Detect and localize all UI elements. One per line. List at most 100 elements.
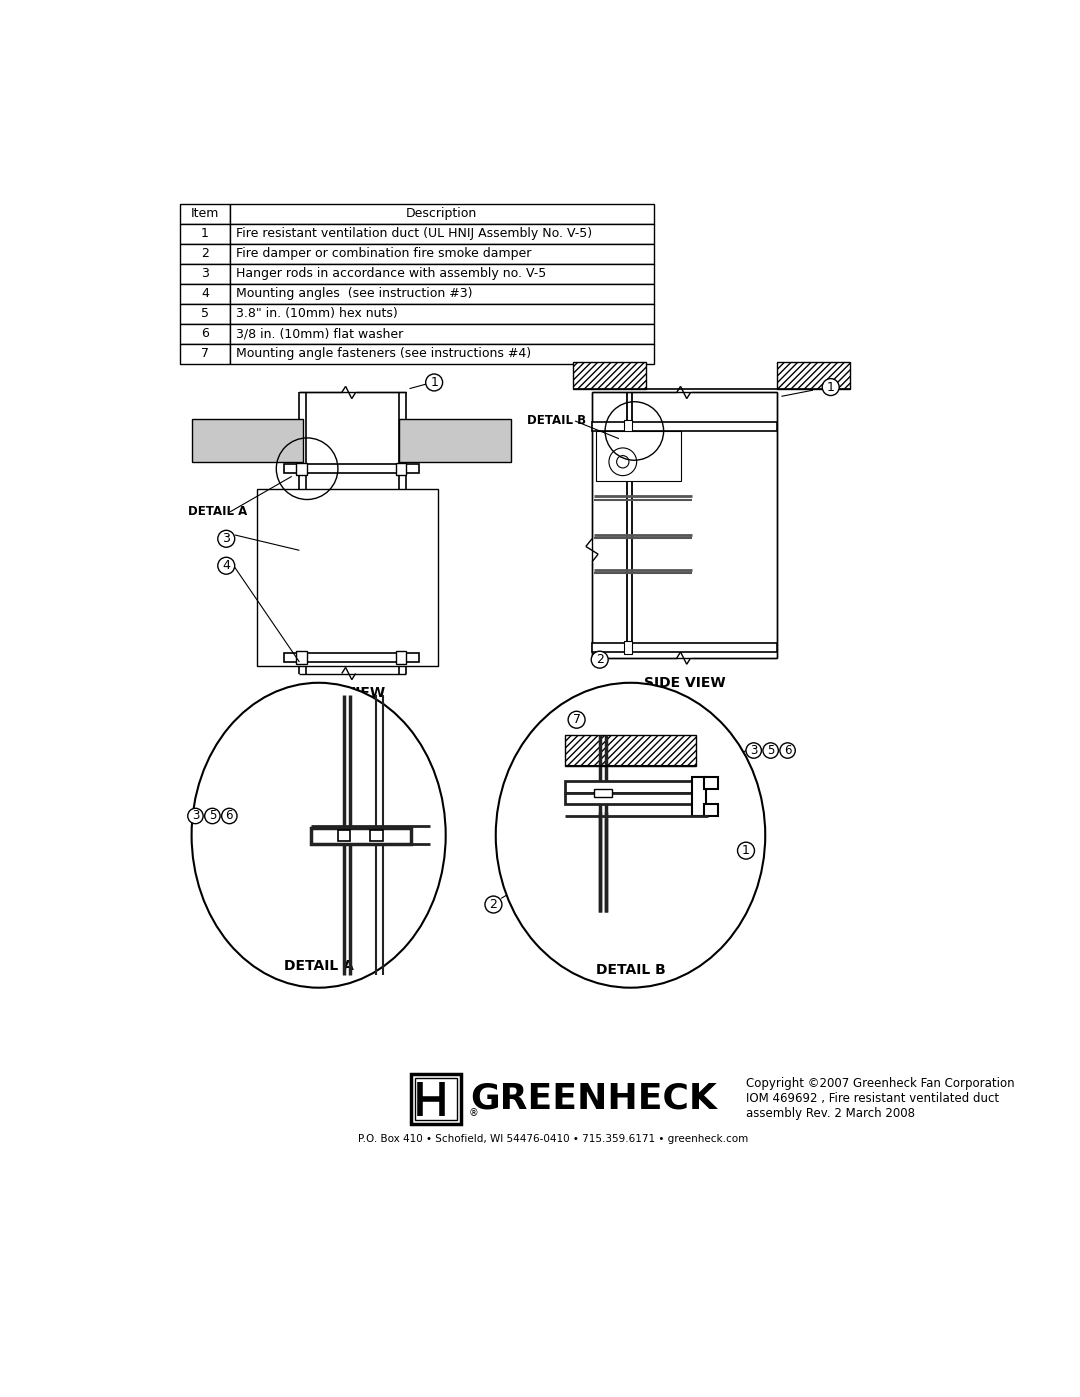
- Circle shape: [485, 895, 502, 914]
- Bar: [284, 464, 419, 474]
- Text: END VIEW: END VIEW: [307, 686, 384, 700]
- Bar: [230, 324, 653, 344]
- Text: 3/8 in. (10mm) flat washer: 3/8 in. (10mm) flat washer: [237, 327, 404, 341]
- Text: ®: ®: [469, 1108, 478, 1118]
- Circle shape: [591, 651, 608, 668]
- Text: DETAIL A: DETAIL A: [188, 506, 247, 518]
- Text: 1: 1: [430, 376, 438, 388]
- Bar: [230, 204, 653, 224]
- Text: 6: 6: [784, 745, 792, 757]
- Circle shape: [218, 557, 234, 574]
- Bar: [180, 204, 230, 224]
- Bar: [296, 651, 307, 664]
- Text: Hanger rods in accordance with assembly no. V-5: Hanger rods in accordance with assembly …: [237, 267, 546, 281]
- Text: 3: 3: [192, 809, 199, 823]
- Text: DETAIL A: DETAIL A: [284, 960, 353, 974]
- Bar: [230, 244, 653, 264]
- Bar: [572, 362, 646, 388]
- Text: Fire damper or combination fire smoke damper: Fire damper or combination fire smoke da…: [237, 247, 531, 260]
- Circle shape: [746, 743, 761, 759]
- Text: 4: 4: [201, 288, 210, 300]
- Bar: [180, 324, 230, 344]
- Text: Mounting angle fasteners (see instructions #4): Mounting angle fasteners (see instructio…: [237, 348, 531, 360]
- Bar: [180, 224, 230, 244]
- Circle shape: [221, 809, 237, 824]
- Ellipse shape: [496, 683, 766, 988]
- Bar: [370, 830, 382, 841]
- Text: 1: 1: [742, 844, 750, 858]
- Circle shape: [762, 743, 779, 759]
- Text: 6: 6: [201, 327, 210, 341]
- Bar: [296, 462, 307, 475]
- Text: 5: 5: [767, 745, 774, 757]
- Text: 3.8" in. (10mm) hex nuts): 3.8" in. (10mm) hex nuts): [237, 307, 399, 320]
- Bar: [180, 244, 230, 264]
- Text: 1: 1: [827, 380, 835, 394]
- Bar: [338, 830, 350, 841]
- Bar: [230, 284, 653, 305]
- Bar: [592, 643, 777, 652]
- Bar: [180, 284, 230, 305]
- Bar: [191, 419, 303, 462]
- Bar: [592, 422, 777, 432]
- Bar: [257, 489, 438, 666]
- Circle shape: [617, 455, 629, 468]
- Bar: [400, 419, 511, 462]
- Circle shape: [609, 448, 637, 475]
- Text: DETAIL B: DETAIL B: [596, 963, 665, 977]
- Bar: [565, 793, 704, 805]
- Bar: [395, 462, 406, 475]
- Bar: [624, 641, 632, 654]
- Circle shape: [205, 809, 220, 824]
- Text: 3: 3: [201, 267, 210, 281]
- Text: 7: 7: [572, 714, 581, 726]
- Bar: [230, 344, 653, 365]
- Bar: [180, 305, 230, 324]
- Circle shape: [426, 374, 443, 391]
- Bar: [230, 224, 653, 244]
- Text: Item: Item: [191, 207, 219, 221]
- Bar: [180, 344, 230, 365]
- Bar: [596, 432, 680, 481]
- Text: 5: 5: [201, 307, 210, 320]
- Bar: [565, 781, 704, 793]
- Ellipse shape: [191, 683, 446, 988]
- Bar: [624, 420, 632, 433]
- Text: 2: 2: [201, 247, 210, 260]
- Text: 7: 7: [201, 348, 210, 360]
- Bar: [395, 651, 406, 664]
- Bar: [594, 789, 612, 796]
- Circle shape: [822, 379, 839, 395]
- Bar: [230, 264, 653, 284]
- Text: 3: 3: [750, 745, 757, 757]
- Bar: [230, 305, 653, 324]
- Text: Fire resistant ventilation duct (UL HNIJ Assembly No. V-5): Fire resistant ventilation duct (UL HNIJ…: [237, 228, 593, 240]
- Circle shape: [780, 743, 795, 759]
- Text: 3: 3: [222, 532, 230, 545]
- Text: 1: 1: [201, 228, 210, 240]
- Bar: [565, 735, 696, 766]
- Text: 6: 6: [226, 809, 233, 823]
- Text: SIDE VIEW: SIDE VIEW: [644, 676, 725, 690]
- Bar: [284, 652, 419, 662]
- Text: Mounting angles  (see instruction #3): Mounting angles (see instruction #3): [237, 288, 473, 300]
- Circle shape: [218, 531, 234, 548]
- Text: DETAIL B: DETAIL B: [527, 415, 585, 427]
- Text: P.O. Box 410 • Schofield, WI 54476-0410 • 715.359.6171 • greenheck.com: P.O. Box 410 • Schofield, WI 54476-0410 …: [359, 1134, 748, 1144]
- Bar: [692, 778, 706, 816]
- Text: 4: 4: [222, 559, 230, 573]
- Bar: [704, 778, 717, 789]
- Text: 2: 2: [489, 898, 498, 911]
- Bar: [311, 827, 411, 844]
- Bar: [411, 1074, 461, 1125]
- Text: 2: 2: [596, 654, 604, 666]
- Text: 5: 5: [208, 809, 216, 823]
- Circle shape: [568, 711, 585, 728]
- Circle shape: [738, 842, 755, 859]
- Circle shape: [188, 809, 203, 824]
- Bar: [704, 805, 717, 816]
- Text: Description: Description: [406, 207, 477, 221]
- Text: Copyright ©2007 Greenheck Fan Corporation
IOM 469692 , Fire resistant ventilated: Copyright ©2007 Greenheck Fan Corporatio…: [746, 1077, 1014, 1120]
- Text: GREENHECK: GREENHECK: [471, 1081, 717, 1116]
- Bar: [777, 362, 850, 388]
